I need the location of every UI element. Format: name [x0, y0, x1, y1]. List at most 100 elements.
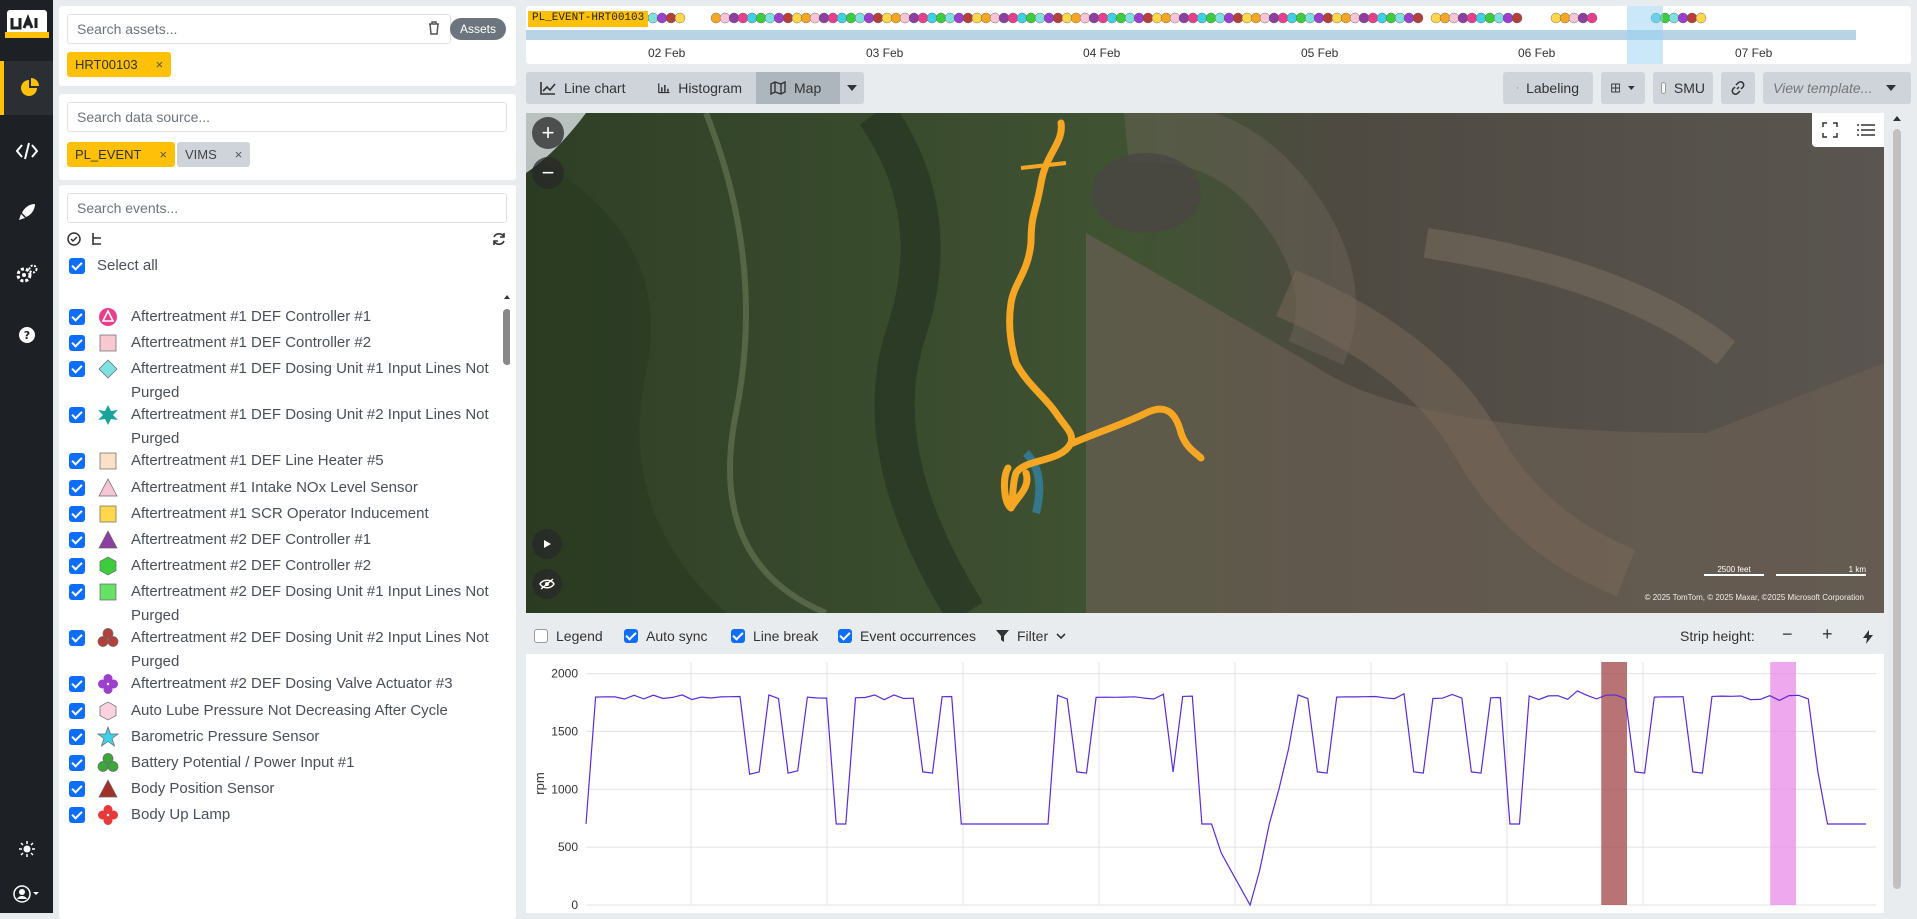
select-all-checkbox[interactable]	[69, 258, 85, 274]
event-checkbox[interactable]	[69, 584, 85, 600]
event-marker[interactable]	[1125, 13, 1135, 23]
event-marker[interactable]	[1431, 13, 1441, 23]
event-marker[interactable]	[1287, 13, 1297, 23]
event-marker[interactable]	[999, 13, 1009, 23]
event-marker[interactable]	[1296, 13, 1306, 23]
event-marker[interactable]	[1197, 13, 1207, 23]
data-source-search-input[interactable]: Search data source...	[67, 102, 507, 132]
view-dropdown[interactable]	[840, 72, 864, 104]
event-marker[interactable]	[1170, 13, 1180, 23]
event-occurrences-checkbox[interactable]	[838, 629, 852, 643]
event-marker[interactable]	[819, 13, 829, 23]
link-button[interactable]	[1721, 72, 1755, 104]
event-marker[interactable]	[846, 13, 856, 23]
app-logo[interactable]	[5, 8, 49, 38]
event-item[interactable]: Aftertreatment #1 DEF Dosing Unit #2 Inp…	[69, 403, 499, 451]
event-occurrences-toggle[interactable]: Event occurrences	[838, 628, 976, 644]
event-marker[interactable]	[990, 13, 1000, 23]
event-item[interactable]: Aftertreatment #2 DEF Dosing Unit #1 Inp…	[69, 580, 499, 628]
timeline-selection[interactable]	[1627, 6, 1663, 64]
event-checkbox[interactable]	[69, 781, 85, 797]
event-checkbox[interactable]	[69, 676, 85, 692]
event-item[interactable]: Barometric Pressure Sensor	[69, 725, 499, 749]
map-view[interactable]: + − 2500 feet 1 km © 2025 TomTom, © 2025…	[526, 113, 1884, 613]
event-item[interactable]: Aftertreatment #2 DEF Controller #1	[69, 528, 499, 552]
event-item[interactable]: Aftertreatment #1 DEF Controller #1	[69, 305, 499, 329]
timeline-bar[interactable]	[526, 30, 1856, 40]
event-item[interactable]: Aftertreatment #1 DEF Dosing Unit #1 Inp…	[69, 357, 499, 405]
event-marker[interactable]	[1551, 13, 1561, 23]
labeling-button[interactable]: Labeling	[1503, 72, 1593, 104]
event-marker[interactable]	[648, 13, 658, 23]
layers-list-icon[interactable]	[1857, 123, 1875, 137]
event-marker[interactable]	[1587, 13, 1597, 23]
line-break-checkbox[interactable]	[731, 629, 745, 643]
event-marker[interactable]	[1206, 13, 1216, 23]
smu-checkbox[interactable]	[1661, 82, 1666, 94]
view-template-select[interactable]: View template...	[1763, 72, 1911, 104]
satellite-map[interactable]	[526, 113, 1884, 613]
histogram-tab[interactable]: Histogram	[644, 72, 756, 104]
code-nav-item[interactable]	[0, 124, 53, 178]
event-marker[interactable]	[1476, 13, 1486, 23]
event-marker[interactable]	[1350, 13, 1360, 23]
remove-source-icon[interactable]: ×	[235, 147, 243, 162]
event-item[interactable]: Battery Potential / Power Input #1	[69, 751, 499, 775]
event-marker[interactable]	[1359, 13, 1369, 23]
event-checkbox[interactable]	[69, 335, 85, 351]
event-marker[interactable]	[1017, 13, 1027, 23]
event-marker[interactable]	[774, 13, 784, 23]
event-marker[interactable]	[1260, 13, 1270, 23]
event-item[interactable]: Aftertreatment #2 DEF Controller #2	[69, 554, 499, 578]
event-marker[interactable]	[981, 13, 991, 23]
event-item[interactable]: Auto Lube Pressure Not Decreasing After …	[69, 699, 499, 723]
event-marker[interactable]	[1386, 13, 1396, 23]
event-marker[interactable]	[1569, 13, 1579, 23]
event-marker[interactable]	[909, 13, 919, 23]
event-marker[interactable]	[720, 13, 730, 23]
play-button[interactable]	[532, 529, 562, 559]
event-search-input[interactable]: Search events...	[67, 193, 507, 223]
event-marker[interactable]	[936, 13, 946, 23]
fullscreen-icon[interactable]	[1822, 122, 1838, 138]
event-marker[interactable]	[864, 13, 874, 23]
strip-height-increase[interactable]: +	[1822, 624, 1833, 645]
event-marker[interactable]	[1696, 13, 1706, 23]
event-item[interactable]: Aftertreatment #1 DEF Controller #2	[69, 331, 499, 355]
event-item[interactable]: Aftertreatment #1 Intake NOx Level Senso…	[69, 476, 499, 500]
event-marker[interactable]	[1314, 13, 1324, 23]
event-marker[interactable]	[1134, 13, 1144, 23]
check-circle-icon[interactable]	[67, 232, 81, 246]
event-checkbox[interactable]	[69, 309, 85, 325]
event-marker[interactable]	[1323, 13, 1333, 23]
event-checkbox[interactable]	[69, 480, 85, 496]
event-marker[interactable]	[954, 13, 964, 23]
event-marker[interactable]	[1233, 13, 1243, 23]
event-marker[interactable]	[675, 13, 685, 23]
event-marker[interactable]	[1143, 13, 1153, 23]
event-checkbox[interactable]	[69, 729, 85, 745]
event-marker[interactable]	[1188, 13, 1198, 23]
event-marker[interactable]	[1278, 13, 1288, 23]
event-marker[interactable]	[738, 13, 748, 23]
theme-toggle[interactable]	[0, 834, 53, 864]
map-tab[interactable]: Map	[756, 72, 840, 104]
event-marker[interactable]	[1440, 13, 1450, 23]
event-list-scrollbar[interactable]	[502, 293, 510, 893]
event-marker[interactable]	[1161, 13, 1171, 23]
strip-height-decrease[interactable]: −	[1782, 624, 1793, 645]
event-marker[interactable]	[945, 13, 955, 23]
event-marker[interactable]	[1560, 13, 1570, 23]
event-marker[interactable]	[801, 13, 811, 23]
event-item[interactable]: Aftertreatment #1 DEF Line Heater #5	[69, 449, 499, 473]
event-marker[interactable]	[783, 13, 793, 23]
event-marker[interactable]	[918, 13, 928, 23]
help-nav-item[interactable]: ?	[0, 308, 53, 362]
refresh-icon[interactable]	[492, 232, 506, 246]
auto-sync-checkbox[interactable]	[624, 629, 638, 643]
event-marker[interactable]	[729, 13, 739, 23]
event-marker[interactable]	[1678, 13, 1688, 23]
event-marker[interactable]	[1080, 13, 1090, 23]
rocket-nav-item[interactable]	[0, 185, 53, 239]
